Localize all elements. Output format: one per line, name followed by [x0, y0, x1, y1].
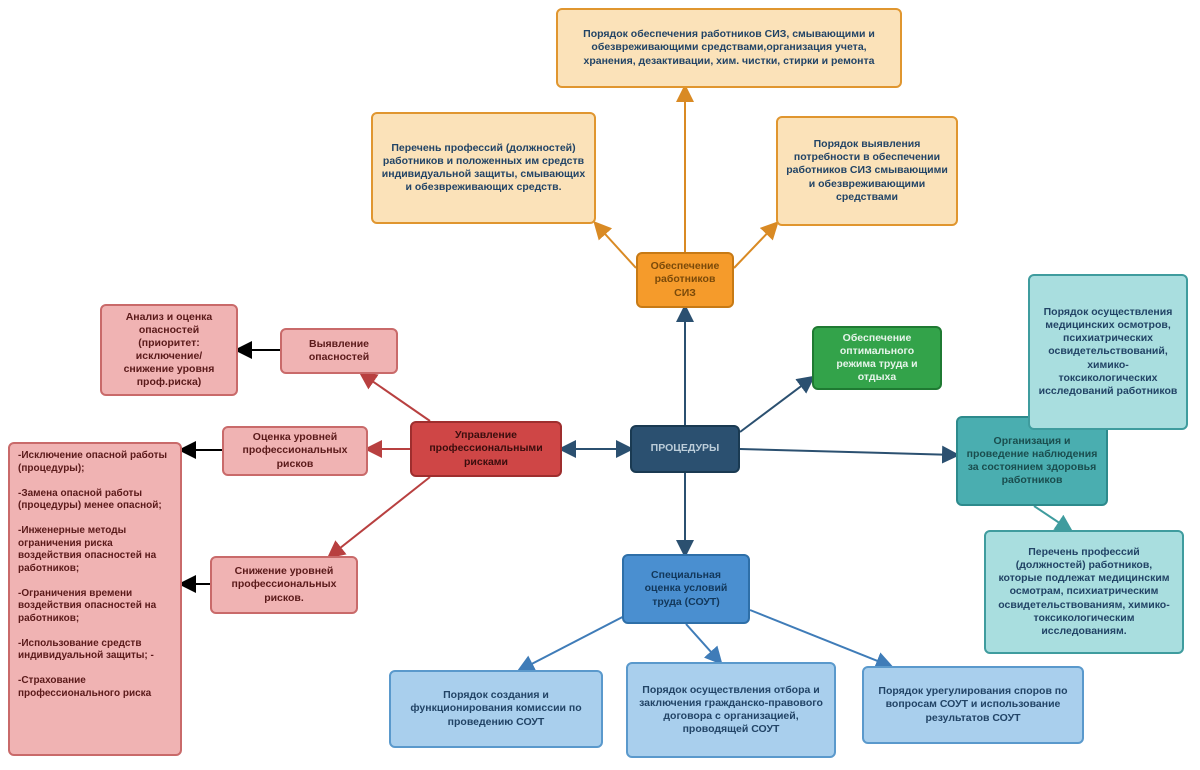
node-orange_l: Перечень профессий (должностей) работник…	[371, 112, 596, 224]
node-orange_r: Порядок выявления потребности в обеспече…	[776, 116, 958, 226]
node-red_b: Снижение уровней профессиональных рисков…	[210, 556, 358, 614]
node-teal_b: Перечень профессий (должностей) работник…	[984, 530, 1184, 654]
node-orange_c: Обеспечение работников СИЗ	[636, 252, 734, 308]
node-orange_t: Порядок обеспечения работников СИЗ, смыв…	[556, 8, 902, 88]
node-red_t: Выявление опасностей	[280, 328, 398, 374]
node-red_lt: Анализ и оценка опасностей (приоритет: и…	[100, 304, 238, 396]
node-teal_t: Порядок осуществления медицинских осмотр…	[1028, 274, 1188, 430]
node-red_c: Управление профессиональными рисками	[410, 421, 562, 477]
node-red_m: Оценка уровней профессиональных рисков	[222, 426, 368, 476]
node-red_lb: -Исключение опасной работы (процедуры); …	[8, 442, 182, 756]
node-blue_m: Порядок осуществления отбора и заключени…	[626, 662, 836, 758]
node-green: Обеспечение оптимального режима труда и …	[812, 326, 942, 390]
node-blue_c: Специальная оценка условий труда (СОУТ)	[622, 554, 750, 624]
node-center: ПРОЦЕДУРЫ	[630, 425, 740, 473]
node-blue_r: Порядок урегулирования споров по вопроса…	[862, 666, 1084, 744]
node-blue_l: Порядок создания и функционирования коми…	[389, 670, 603, 748]
